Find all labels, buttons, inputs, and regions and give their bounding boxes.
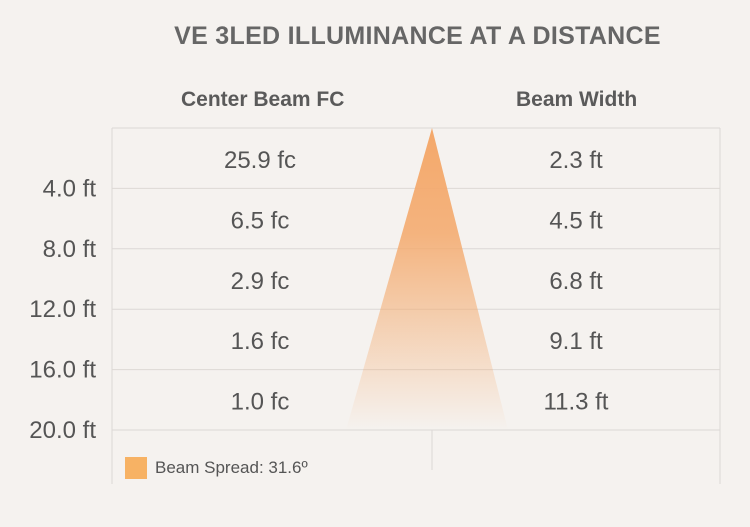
beam-cone bbox=[346, 128, 508, 430]
center-beam-fc-value: 1.0 fc bbox=[231, 389, 290, 416]
beam-width-value: 6.8 ft bbox=[549, 268, 603, 295]
legend: Beam Spread: 31.6º bbox=[125, 457, 308, 479]
column-header-beam-width: Beam Width bbox=[516, 88, 638, 111]
beam-width-value: 9.1 ft bbox=[549, 328, 603, 355]
legend-label: Beam Spread: 31.6º bbox=[155, 458, 308, 477]
center-beam-fc-value: 1.6 fc bbox=[231, 328, 290, 355]
distance-label: 20.0 ft bbox=[29, 417, 96, 444]
chart-title: VE 3LED ILLUMINANCE AT A DISTANCE bbox=[174, 22, 661, 50]
center-beam-fc-value: 2.9 fc bbox=[231, 268, 290, 295]
distance-label: 12.0 ft bbox=[29, 296, 96, 323]
beam-width-value: 11.3 ft bbox=[544, 389, 609, 416]
legend-swatch bbox=[125, 457, 147, 479]
beam-width-value: 2.3 ft bbox=[549, 147, 603, 174]
beam-width-value: 4.5 ft bbox=[549, 207, 603, 234]
distance-label: 4.0 ft bbox=[43, 175, 97, 202]
distance-label: 8.0 ft bbox=[43, 236, 97, 263]
center-beam-fc-value: 6.5 fc bbox=[231, 207, 290, 234]
center-beam-fc-value: 25.9 fc bbox=[224, 147, 296, 174]
distance-label: 16.0 ft bbox=[29, 357, 96, 384]
table-rows: 4.0 ft 25.9 fc 2.3 ft 8.0 ft 6.5 fc 4.5 ft 12.… bbox=[29, 147, 609, 444]
column-header-center-beam-fc: Center Beam FC bbox=[181, 88, 345, 111]
